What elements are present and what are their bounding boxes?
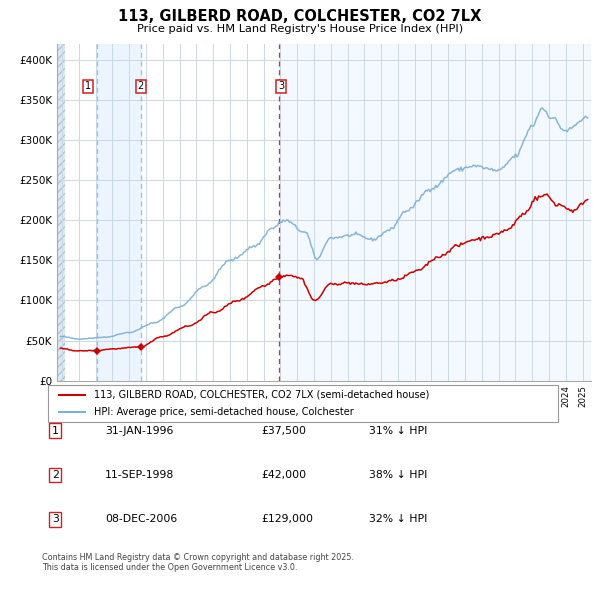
Text: £42,000: £42,000: [261, 470, 306, 480]
Text: 11-SEP-1998: 11-SEP-1998: [105, 470, 174, 480]
Text: HPI: Average price, semi-detached house, Colchester: HPI: Average price, semi-detached house,…: [94, 407, 353, 417]
Text: 31% ↓ HPI: 31% ↓ HPI: [369, 426, 427, 435]
Text: 1: 1: [85, 81, 91, 91]
Bar: [97, 44, 141, 381]
Text: 38% ↓ HPI: 38% ↓ HPI: [369, 470, 427, 480]
Text: 2: 2: [137, 81, 144, 91]
Text: 113, GILBERD ROAD, COLCHESTER, CO2 7LX: 113, GILBERD ROAD, COLCHESTER, CO2 7LX: [118, 9, 482, 24]
Text: 3: 3: [52, 514, 59, 524]
Bar: [280, 44, 591, 381]
FancyBboxPatch shape: [48, 385, 558, 422]
Text: 31-JAN-1996: 31-JAN-1996: [105, 426, 173, 435]
Text: 32% ↓ HPI: 32% ↓ HPI: [369, 514, 427, 524]
Text: This data is licensed under the Open Government Licence v3.0.: This data is licensed under the Open Gov…: [42, 563, 298, 572]
Text: 1: 1: [52, 426, 59, 435]
Text: Price paid vs. HM Land Registry's House Price Index (HPI): Price paid vs. HM Land Registry's House …: [137, 24, 463, 34]
Text: Contains HM Land Registry data © Crown copyright and database right 2025.: Contains HM Land Registry data © Crown c…: [42, 553, 354, 562]
Text: 2: 2: [52, 470, 59, 480]
Text: 3: 3: [278, 81, 284, 91]
Text: 113, GILBERD ROAD, COLCHESTER, CO2 7LX (semi-detached house): 113, GILBERD ROAD, COLCHESTER, CO2 7LX (…: [94, 390, 429, 399]
Text: £129,000: £129,000: [261, 514, 313, 524]
Text: £37,500: £37,500: [261, 426, 306, 435]
Text: 08-DEC-2006: 08-DEC-2006: [105, 514, 177, 524]
